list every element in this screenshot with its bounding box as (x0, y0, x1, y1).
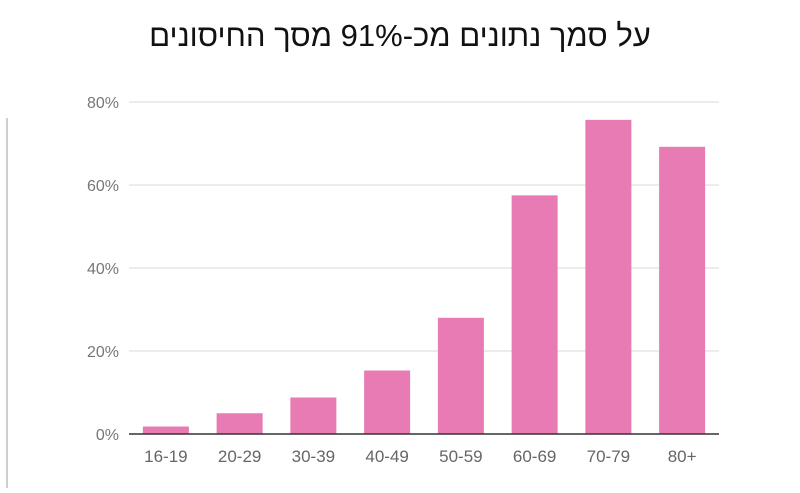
x-tick-label: 60-69 (513, 447, 556, 466)
y-tick-label: 80% (87, 95, 119, 112)
bar (290, 397, 337, 434)
y-tick-label: 0% (96, 427, 119, 444)
x-tick-label: 50-59 (439, 447, 482, 466)
bar (437, 317, 484, 434)
x-tick-label: 30-39 (292, 447, 335, 466)
bar (659, 146, 706, 434)
y-tick-label: 20% (87, 344, 119, 361)
x-tick-label: 40-49 (365, 447, 408, 466)
y-tick-label: 40% (87, 261, 119, 278)
bar (511, 195, 558, 434)
chart-title: על סמך נתונים מכ-91% מסך החיסונים (149, 18, 651, 53)
x-tick-label: 80+ (668, 447, 697, 466)
x-tick-label: 20-29 (218, 447, 261, 466)
bar (216, 413, 263, 434)
x-tick-label: 70-79 (587, 447, 630, 466)
left-border-line (6, 118, 8, 488)
bar (142, 426, 189, 434)
y-tick-label: 60% (87, 178, 119, 195)
bar (585, 119, 632, 434)
bars (142, 119, 706, 434)
labels: 0% 20% 40% 60% 80% 16-19 20-29 30-39 40-49 50-59 6… (87, 95, 697, 466)
x-tick-label: 16-19 (144, 447, 187, 466)
bar (364, 370, 411, 434)
